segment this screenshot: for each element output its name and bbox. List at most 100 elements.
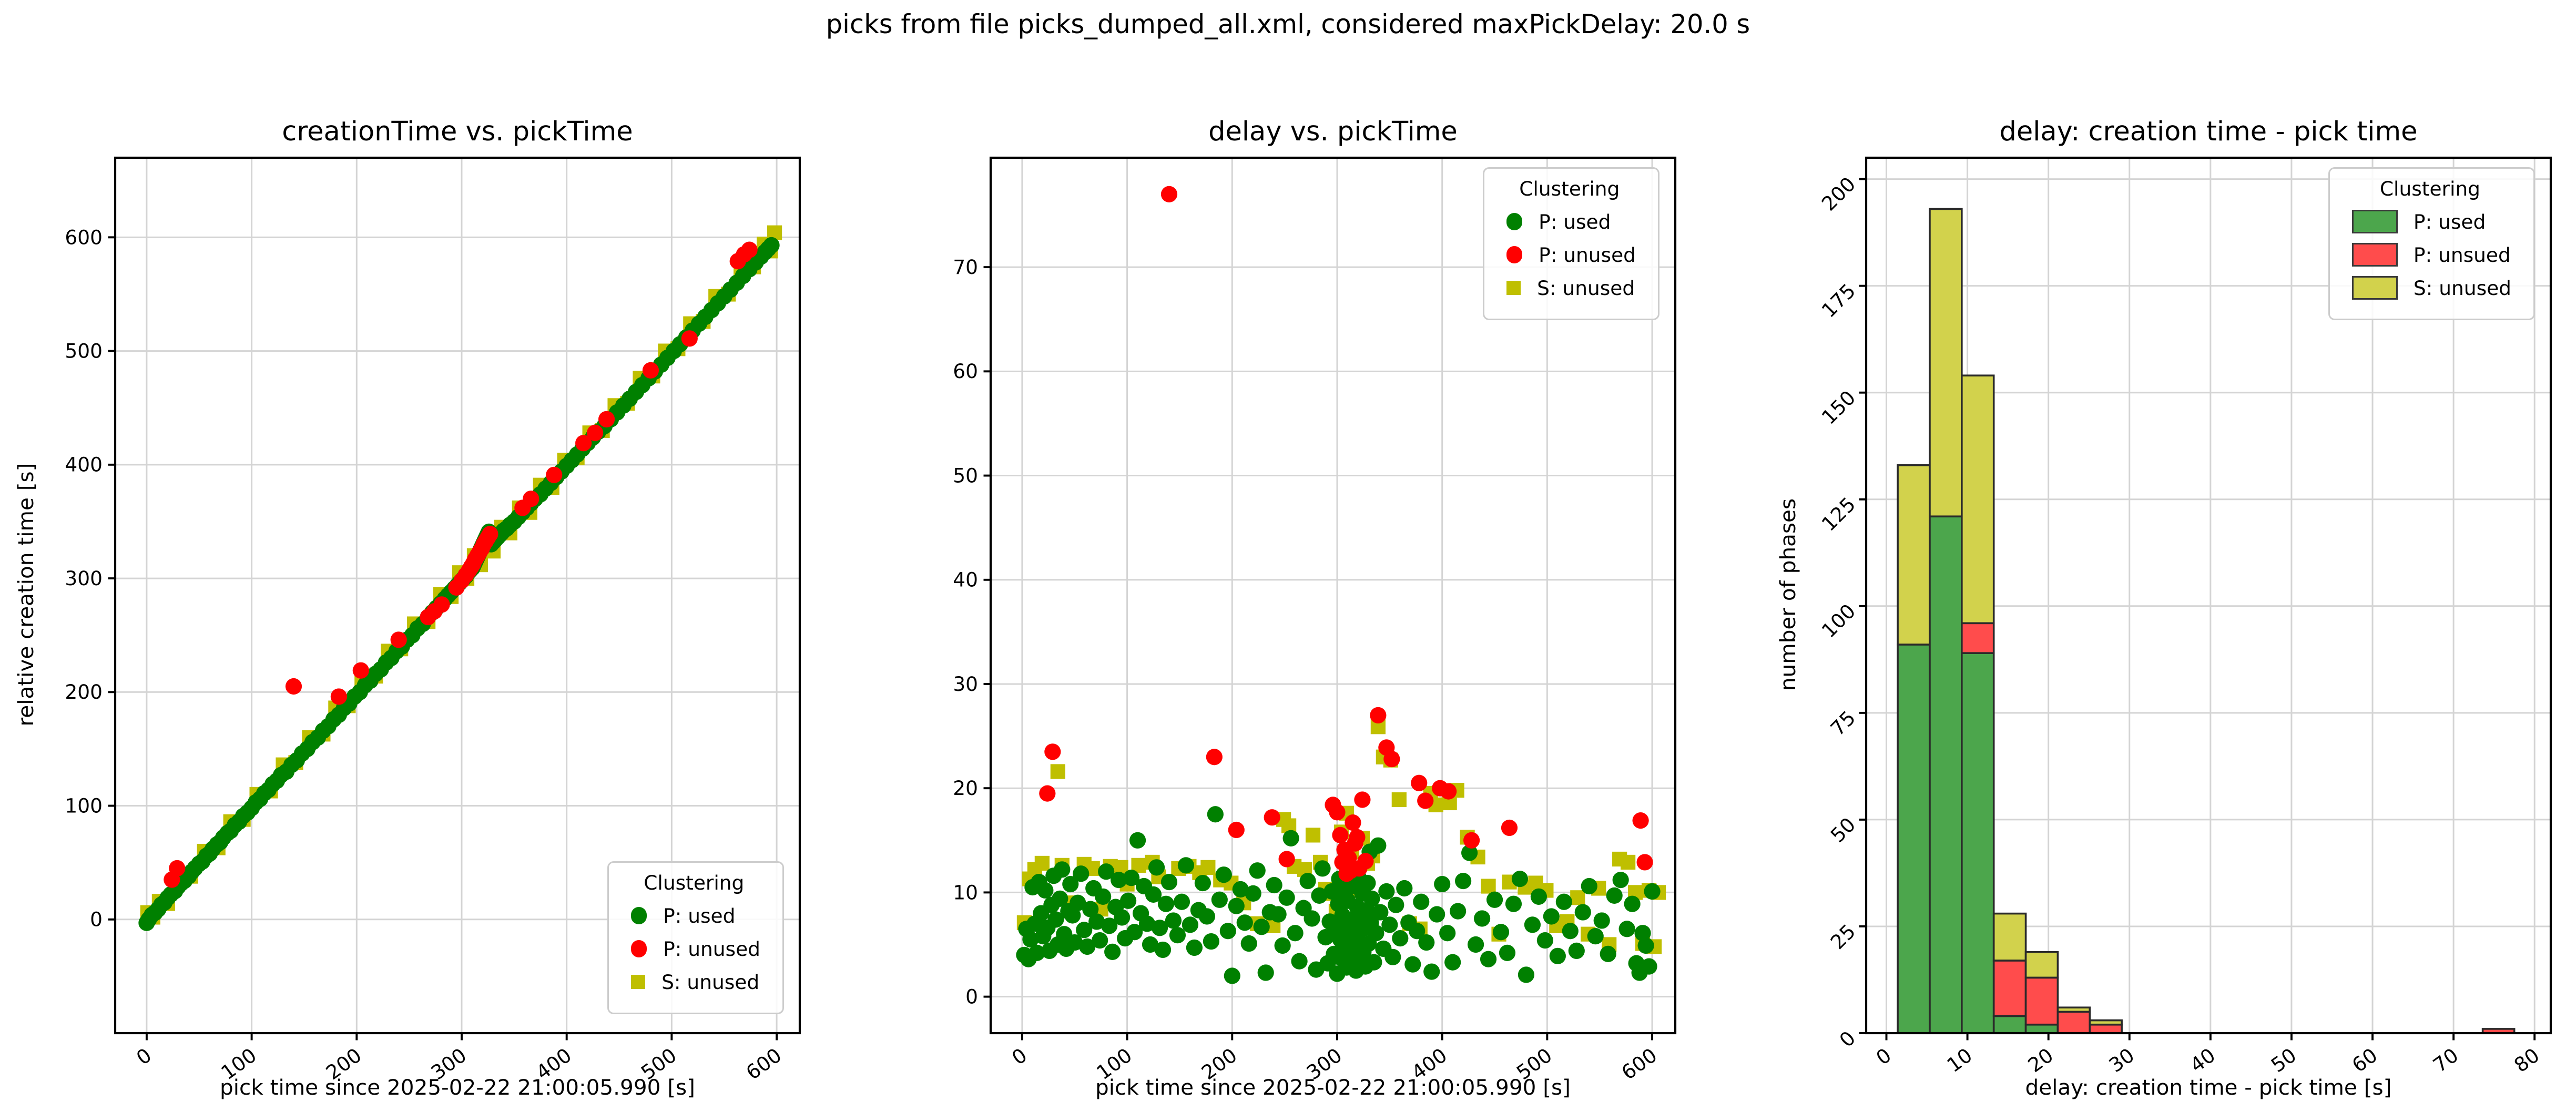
hist-bar-segment xyxy=(2056,1011,2091,1034)
scatter-point xyxy=(1104,943,1121,960)
x-tick-label: 30 xyxy=(2105,1044,2139,1077)
scatter-point xyxy=(169,860,186,877)
scatter-point xyxy=(1570,890,1585,905)
scatter-point xyxy=(575,435,592,452)
scatter-point xyxy=(1073,865,1090,882)
scatter-point xyxy=(1138,915,1156,932)
scatter-point xyxy=(1378,883,1395,900)
scatter-point xyxy=(1047,911,1064,928)
x-tick-label: 50 xyxy=(2267,1044,2300,1077)
legend-title: Clustering xyxy=(1519,177,1620,200)
scatter-point xyxy=(1492,924,1510,941)
scatter-point xyxy=(1444,954,1461,971)
scatter-point xyxy=(1151,920,1168,936)
y-tick-label: 125 xyxy=(1817,493,1860,536)
scatter-point xyxy=(1123,870,1140,886)
p-used-marker-icon xyxy=(630,907,648,924)
scatter-point xyxy=(1555,893,1572,910)
scatter-point xyxy=(1200,860,1216,875)
scatter-point xyxy=(1644,883,1661,900)
p-unused-marker-icon xyxy=(1506,246,1523,263)
scatter-point xyxy=(1278,889,1295,906)
y-tick-label: 100 xyxy=(1817,599,1860,642)
scatter-point xyxy=(523,491,539,507)
scatter-point xyxy=(1473,910,1491,927)
scatter-point xyxy=(1396,880,1413,897)
scatter-point xyxy=(1044,743,1061,760)
legend-item-label: P: used xyxy=(2413,210,2486,233)
scatter-point xyxy=(1095,888,1112,905)
scatter-point xyxy=(1274,937,1291,954)
scatter-point xyxy=(1232,881,1249,898)
hist-bar-segment xyxy=(2089,1019,2123,1026)
y-tick-label: 70 xyxy=(953,256,978,279)
y-tick-label: 30 xyxy=(953,672,978,696)
scatter-point xyxy=(1064,907,1081,924)
scatter-point xyxy=(1253,919,1270,935)
plot1-title: creationTime vs. pickTime xyxy=(282,117,633,148)
scatter-point xyxy=(1165,912,1182,929)
scatter-point xyxy=(1480,951,1497,967)
y-tick-label: 300 xyxy=(65,567,103,590)
legend-item-p-unsued: P: unsued xyxy=(2343,243,2518,267)
x-tick-label: 20 xyxy=(2024,1044,2058,1077)
plot3-xlabel: delay: creation time - pick time [s] xyxy=(2025,1076,2392,1101)
x-tick-label: 60 xyxy=(2348,1044,2381,1077)
scatter-point xyxy=(1486,891,1503,908)
scatter-point xyxy=(1587,928,1604,945)
y-tick-label: 200 xyxy=(1817,172,1860,216)
scatter-point xyxy=(1368,925,1384,942)
scatter-point xyxy=(1092,932,1108,949)
y-tick-label: 50 xyxy=(1826,813,1860,847)
scatter-point xyxy=(1304,910,1320,927)
scatter-point xyxy=(1082,901,1099,917)
y-tick-label: 150 xyxy=(1817,386,1860,429)
plot3-ylabel: number of phases xyxy=(1776,498,1801,691)
scatter-point xyxy=(1423,963,1440,980)
scatter-point xyxy=(1372,904,1389,921)
scatter-point xyxy=(1413,893,1430,910)
y-tick-label: 0 xyxy=(90,908,103,931)
scatter-point xyxy=(1641,958,1657,975)
scatter-point xyxy=(1079,938,1096,955)
scatter-point xyxy=(1249,862,1266,879)
scatter-point xyxy=(1240,935,1257,952)
scatter-point xyxy=(1434,875,1451,893)
legend-title: Clustering xyxy=(2379,177,2480,200)
scatter-point xyxy=(1203,933,1219,950)
scatter-point xyxy=(1450,903,1467,920)
plot1-xlabel: pick time since 2025-02-22 21:00:05.990 … xyxy=(220,1076,695,1101)
scatter-point xyxy=(1349,829,1366,845)
scatter-point xyxy=(1404,956,1421,973)
y-tick-label: 0 xyxy=(1835,1026,1860,1052)
scatter-point xyxy=(1455,873,1472,890)
scatter-point xyxy=(1461,844,1478,861)
p-used-patch-icon xyxy=(2351,210,2398,233)
scatter-point xyxy=(1299,873,1316,890)
scatter-point xyxy=(546,466,563,483)
legend-item-label: P: unused xyxy=(663,937,760,961)
legend-item-s-unused: S: unused xyxy=(1497,276,1642,300)
scatter-point xyxy=(1228,821,1245,839)
scatter-point xyxy=(1612,872,1629,889)
scatter-point xyxy=(1148,859,1165,876)
scatter-point xyxy=(598,411,615,427)
scatter-point xyxy=(1088,913,1105,930)
y-tick-label: 600 xyxy=(65,226,103,249)
scatter-point xyxy=(1052,890,1068,907)
scatter-point xyxy=(1392,930,1409,947)
y-tick-label: 75 xyxy=(1826,706,1860,740)
axes-spines xyxy=(989,156,1677,1035)
scatter-point xyxy=(1581,878,1597,895)
scatter-point xyxy=(1391,792,1407,808)
scatter-point xyxy=(1574,904,1591,921)
scatter-point xyxy=(1632,812,1649,829)
scatter-point xyxy=(1354,791,1371,808)
scatter-point xyxy=(1511,871,1529,887)
scatter-point xyxy=(741,241,758,258)
legend-item-label: P: unsued xyxy=(2413,243,2511,267)
scatter-point xyxy=(1388,896,1404,913)
scatter-point xyxy=(1282,830,1299,846)
